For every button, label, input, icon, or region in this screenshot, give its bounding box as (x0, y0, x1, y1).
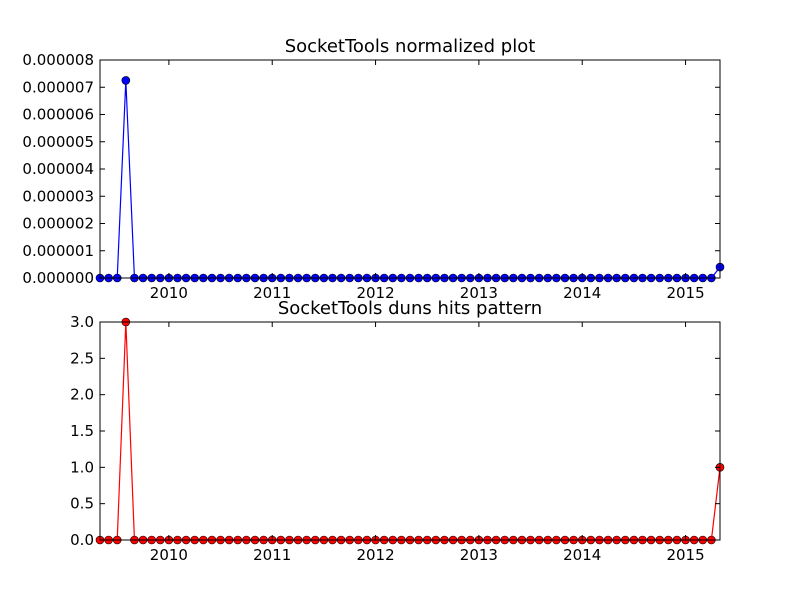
y-tick-label: 0.000002 (22, 215, 94, 233)
x-tick-label: 2015 (666, 284, 704, 302)
normalized-plot-chart: SocketTools normalized plot 0.000000 0.000… (22, 36, 724, 302)
y-tick-label: 2.5 (70, 349, 94, 367)
plot-frame (100, 60, 720, 278)
y-tick-label: 0.000001 (22, 242, 94, 260)
y-tick-label: 0.000004 (22, 160, 94, 178)
duns-hits-pattern-chart: SocketTools duns hits pattern 0.0 0.5 1.0 1.… (70, 298, 724, 564)
x-tick-label: 2014 (563, 284, 601, 302)
data-point (122, 76, 130, 84)
chart-title: SocketTools normalized plot (285, 36, 536, 57)
y-tick-label: 0.000008 (22, 51, 94, 69)
x-tick-label: 2015 (666, 546, 704, 564)
y-tick-label: 0.000000 (22, 269, 94, 287)
y-tick-label: 0.5 (70, 495, 94, 513)
y-tick-label: 0.000005 (22, 133, 94, 151)
series-line (100, 322, 720, 540)
x-tick-label: 2010 (150, 284, 188, 302)
y-tick-label: 1.0 (70, 458, 94, 476)
series-line (100, 80, 720, 278)
y-tick-label: 1.5 (70, 422, 94, 440)
y-tick-label: 0.000003 (22, 187, 94, 205)
y-tick-label: 0.000006 (22, 106, 94, 124)
y-tick-label: 3.0 (70, 313, 94, 331)
x-tick-label: 2012 (356, 546, 394, 564)
y-tick-label: 0.0 (70, 531, 94, 549)
x-tick-label: 2011 (253, 546, 291, 564)
x-tick-label: 2010 (150, 546, 188, 564)
chart-title: SocketTools duns hits pattern (278, 298, 542, 319)
plot-frame (100, 322, 720, 540)
y-tick-label: 2.0 (70, 386, 94, 404)
y-tick-label: 0.000007 (22, 78, 94, 96)
x-tick-label: 2014 (563, 546, 601, 564)
x-tick-label: 2013 (460, 546, 498, 564)
